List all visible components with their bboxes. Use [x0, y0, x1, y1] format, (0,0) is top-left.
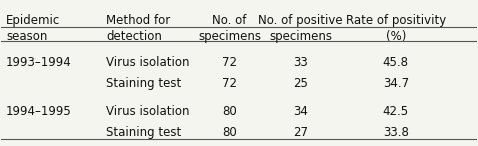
Text: Staining test: Staining test — [106, 77, 181, 90]
Text: 72: 72 — [222, 56, 237, 69]
Text: Staining test: Staining test — [106, 126, 181, 139]
Text: 1994–1995: 1994–1995 — [6, 105, 72, 118]
Text: 34: 34 — [293, 105, 308, 118]
Text: 80: 80 — [222, 126, 237, 139]
Text: No. of positive
specimens: No. of positive specimens — [259, 14, 343, 43]
Text: Virus isolation: Virus isolation — [106, 56, 189, 69]
Text: Method for
detection: Method for detection — [106, 14, 170, 43]
Text: 27: 27 — [293, 126, 308, 139]
Text: 33.8: 33.8 — [383, 126, 409, 139]
Text: 45.8: 45.8 — [383, 56, 409, 69]
Text: Epidemic
season: Epidemic season — [6, 14, 60, 43]
Text: Virus isolation: Virus isolation — [106, 105, 189, 118]
Text: 80: 80 — [222, 105, 237, 118]
Text: 33: 33 — [293, 56, 308, 69]
Text: 34.7: 34.7 — [383, 77, 409, 90]
Text: 72: 72 — [222, 77, 237, 90]
Text: 25: 25 — [293, 77, 308, 90]
Text: No. of
specimens: No. of specimens — [198, 14, 261, 43]
Text: 1993–1994: 1993–1994 — [6, 56, 72, 69]
Text: Rate of positivity
(%): Rate of positivity (%) — [346, 14, 446, 43]
Text: 42.5: 42.5 — [383, 105, 409, 118]
